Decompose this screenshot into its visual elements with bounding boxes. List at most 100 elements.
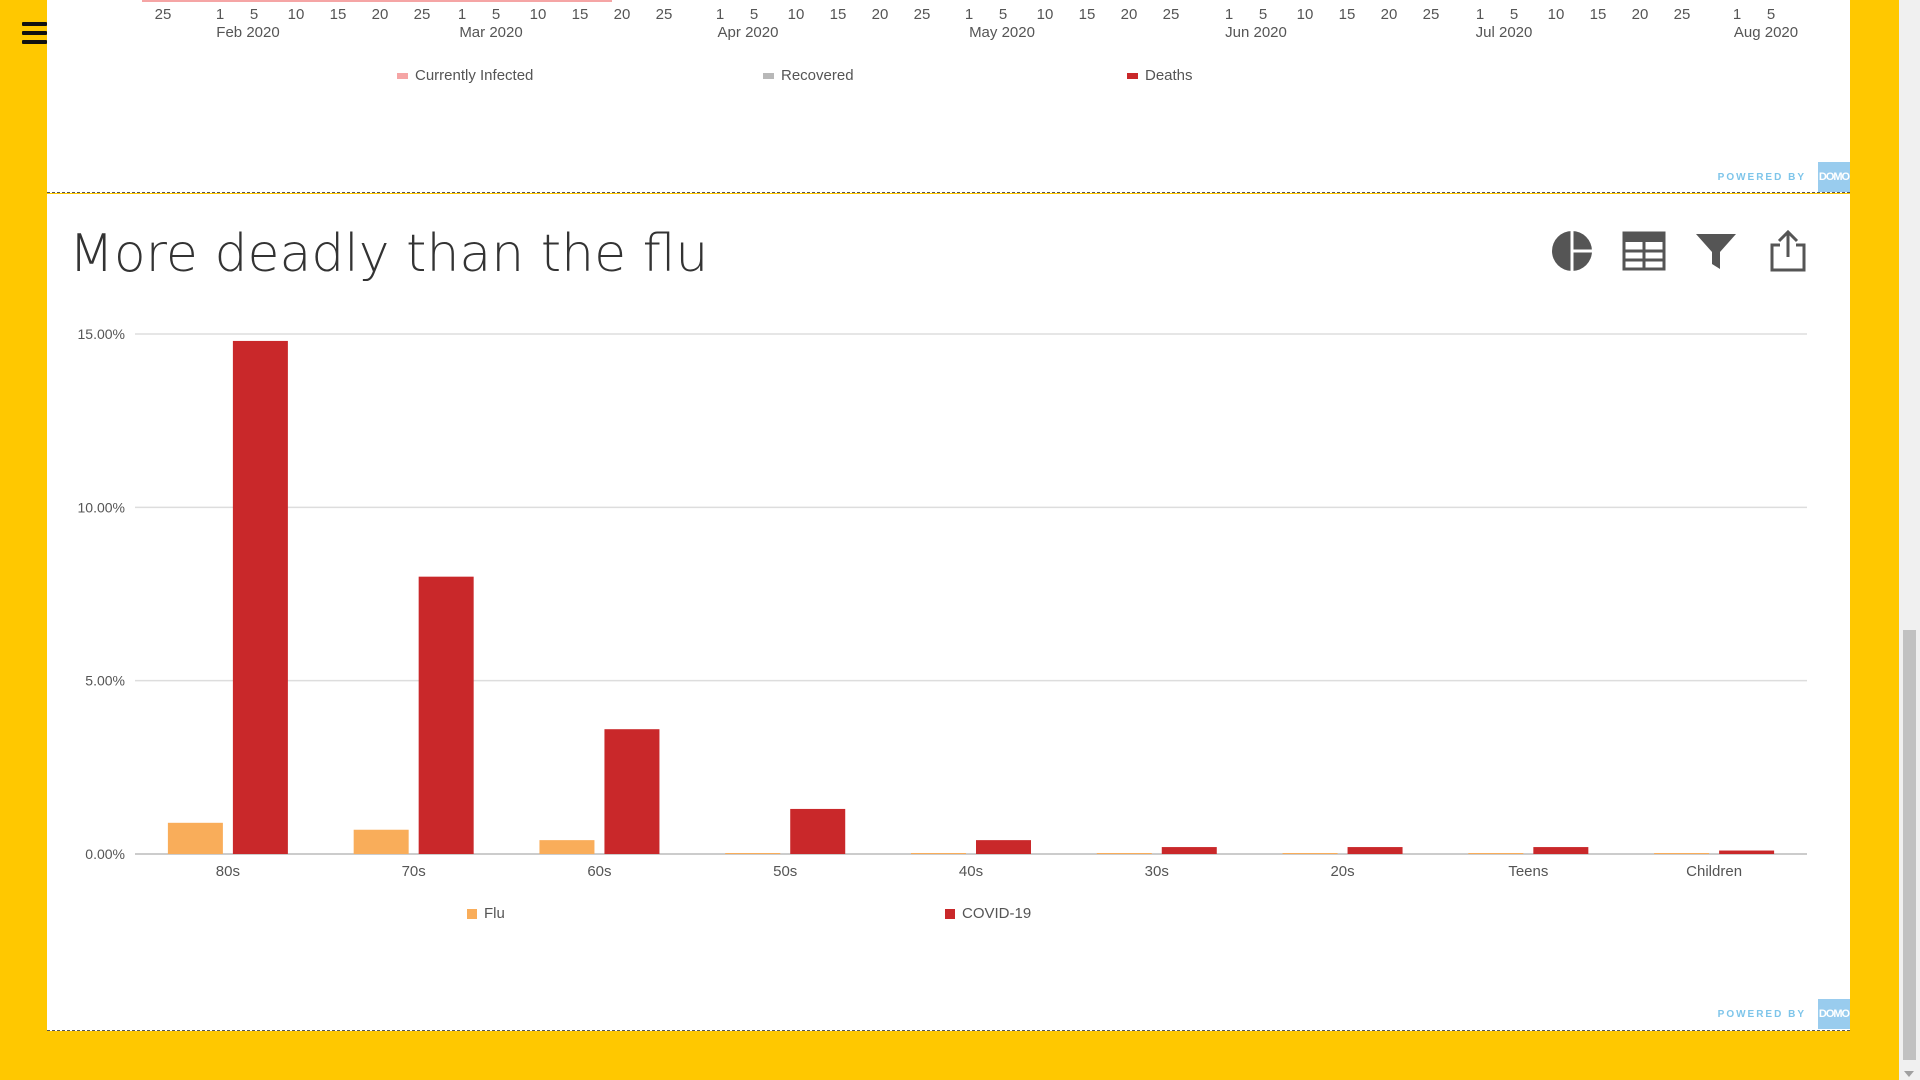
- legend-swatch: [945, 908, 955, 919]
- legend-label: Currently Infected: [415, 67, 534, 84]
- scroll-down-arrow-icon[interactable]: [1904, 1071, 1914, 1077]
- bar-covid-19[interactable]: [1347, 847, 1403, 854]
- date-tick-label: 25: [154, 6, 172, 23]
- date-tick-label: 15: [1589, 6, 1607, 23]
- x-tick-label: 20s: [1330, 863, 1354, 880]
- domo-logo: DOMO: [1818, 162, 1850, 192]
- table-icon: [1622, 231, 1666, 271]
- card-toolbar: [1550, 229, 1810, 273]
- date-tick-label: 25: [1422, 6, 1440, 23]
- domo-logo: DOMO: [1818, 999, 1850, 1029]
- hamburger-menu-icon[interactable]: [22, 22, 47, 44]
- legend-label: COVID-19: [962, 905, 1032, 922]
- legend-swatch: [1127, 72, 1138, 79]
- bar-flu[interactable]: [1468, 853, 1524, 854]
- bar-covid-19[interactable]: [976, 840, 1031, 854]
- legend-swatch: [397, 72, 408, 79]
- x-tick-label: 30s: [1145, 863, 1169, 880]
- bar-flu[interactable]: [1096, 853, 1152, 854]
- bar-flu[interactable]: [353, 829, 409, 854]
- bar-flu[interactable]: [539, 840, 595, 854]
- share-icon: [1770, 229, 1806, 272]
- bar-flu[interactable]: [1282, 853, 1338, 854]
- x-tick-label: Teens: [1508, 863, 1548, 880]
- date-tick-label: 1: [1732, 6, 1742, 23]
- legend-item-currently-infected[interactable]: Currently Infected: [397, 67, 533, 84]
- x-tick-label: Children: [1686, 863, 1742, 880]
- date-tick-label: 25: [413, 6, 431, 23]
- pie-chart-button[interactable]: [1550, 229, 1594, 273]
- pie-chart-icon: [1552, 231, 1592, 271]
- month-tick-label: Apr 2020: [717, 24, 779, 41]
- date-tick-label: 20: [1631, 6, 1649, 23]
- month-tick-label: Jul 2020: [1475, 24, 1533, 41]
- date-tick-label: 1: [1475, 6, 1485, 23]
- date-tick-label: 15: [829, 6, 847, 23]
- date-tick-label: 10: [787, 6, 805, 23]
- filter-button[interactable]: [1694, 229, 1738, 273]
- cases-chart-card: 25 1 5 10 15 20 25 1 5 10 15 20 25 1 5 10 15 20 25 1 5 10 15 20…: [47, 0, 1850, 193]
- powered-by-text: POWERED BY: [1717, 1008, 1806, 1020]
- filter-icon: [1696, 234, 1736, 269]
- page-scrollbar[interactable]: [1899, 0, 1920, 1080]
- y-tick-label: 0.00%: [85, 846, 125, 862]
- legend-label: Flu: [484, 905, 505, 922]
- bar-chart: 0.00% 5.00% 10.00% 15.00% 80s 70s 60s 50s 40s 30s…: [78, 326, 1807, 880]
- bar-covid-19[interactable]: [790, 808, 846, 854]
- date-tick-label: 15: [329, 6, 347, 23]
- scrollbar-thumb[interactable]: [1903, 630, 1916, 1060]
- date-tick-label: 5: [249, 6, 259, 23]
- date-tick-label: 5: [998, 6, 1008, 23]
- bar-flu[interactable]: [911, 853, 966, 854]
- date-tick-label: 20: [1380, 6, 1398, 23]
- date-tick-label: 5: [1509, 6, 1519, 23]
- share-button[interactable]: [1766, 229, 1810, 273]
- date-tick-label: 20: [371, 6, 389, 23]
- x-tick-label: 50s: [773, 863, 797, 880]
- bar-covid-19[interactable]: [1719, 850, 1775, 854]
- x-tick-label: 40s: [959, 863, 983, 880]
- date-tick-label: 10: [287, 6, 305, 23]
- legend-label: Recovered: [781, 67, 854, 84]
- bar-covid-19[interactable]: [232, 340, 288, 854]
- date-tick-label: 10: [1036, 6, 1054, 23]
- legend-item-flu[interactable]: Flu: [467, 905, 505, 922]
- bar-flu[interactable]: [1654, 853, 1710, 854]
- date-tick-label: 20: [871, 6, 889, 23]
- legend-item-recovered[interactable]: Recovered: [763, 67, 854, 84]
- powered-by-domo[interactable]: POWERED BY DOMO: [1718, 999, 1850, 1029]
- legend-label: Deaths: [1145, 67, 1193, 84]
- date-tick-label: 25: [913, 6, 931, 23]
- bar-covid-19[interactable]: [604, 729, 660, 854]
- date-tick-label: 20: [613, 6, 631, 23]
- bar-flu[interactable]: [725, 853, 781, 854]
- date-tick-label: 15: [1078, 6, 1096, 23]
- date-tick-label: 5: [1766, 6, 1776, 23]
- currently-infected-line: [142, 0, 612, 2]
- date-tick-label: 1: [1224, 6, 1234, 23]
- bar-covid-19[interactable]: [1161, 847, 1217, 854]
- y-tick-label: 10.00%: [78, 499, 125, 515]
- x-tick-label: 70s: [402, 863, 426, 880]
- date-tick-label: 25: [1673, 6, 1691, 23]
- legend-item-covid-19[interactable]: COVID-19: [945, 905, 1031, 922]
- month-tick-label: Aug 2020: [1733, 24, 1799, 41]
- month-tick-label: May 2020: [969, 24, 1035, 41]
- bar-covid-19[interactable]: [1533, 847, 1589, 854]
- date-tick-label: 10: [529, 6, 547, 23]
- bar-covid-19[interactable]: [418, 576, 474, 854]
- date-tick-label: 1: [457, 6, 467, 23]
- month-tick-label: Jun 2020: [1225, 24, 1287, 41]
- table-view-button[interactable]: [1622, 229, 1666, 273]
- bar-flu[interactable]: [167, 822, 223, 854]
- date-tick-label: 1: [964, 6, 974, 23]
- date-tick-label: 25: [1162, 6, 1180, 23]
- date-tick-label: 10: [1296, 6, 1314, 23]
- date-tick-label: 15: [1338, 6, 1356, 23]
- legend-swatch: [763, 72, 774, 79]
- powered-by-domo[interactable]: POWERED BY DOMO: [1718, 162, 1850, 192]
- powered-by-text: POWERED BY: [1717, 171, 1806, 183]
- flu-comparison-card: More deadly than the flu: [47, 194, 1850, 1031]
- legend-item-deaths[interactable]: Deaths: [1127, 67, 1193, 84]
- legend-swatch: [467, 908, 477, 919]
